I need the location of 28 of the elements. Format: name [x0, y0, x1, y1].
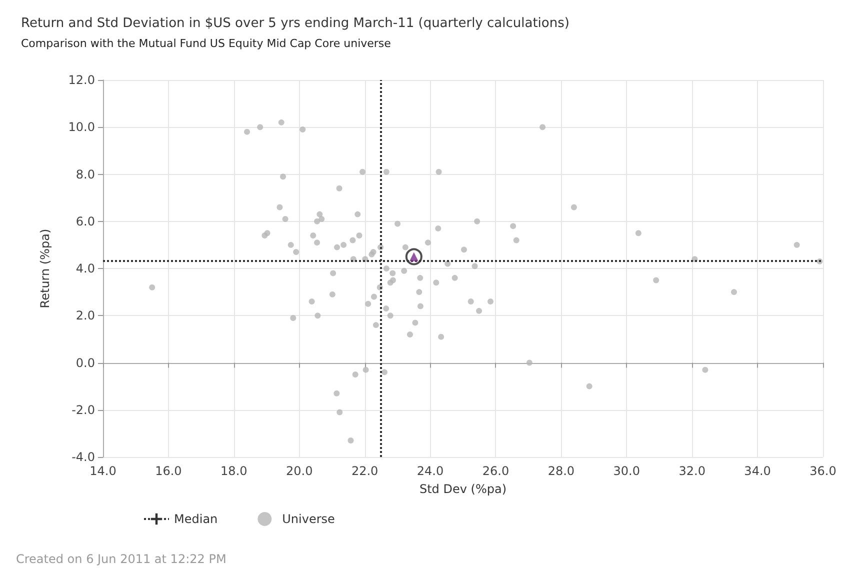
y-tick-label: -2.0: [72, 402, 95, 417]
x-tick-label: 26.0: [482, 464, 510, 478]
y-tick-label: 10.0: [68, 120, 95, 134]
y-tick-label: 6.0: [76, 214, 95, 228]
chart-subtitle: Comparison with the Mutual Fund US Equity Mid Cap Core universe: [21, 37, 392, 50]
x-tick-label: 30.0: [613, 464, 640, 478]
chart-title: Return and Std Deviation in $US over 5 yrs ending March-11 (quarterly calculations): [21, 16, 570, 31]
text: Created on 6 Jun 2011 at 12:22 PM: [16, 552, 226, 566]
y-tick-label: -4.0: [72, 450, 95, 464]
legend-label: Universe: [282, 512, 335, 526]
y-tick-label: 12.0: [68, 73, 95, 87]
x-tick-label: 28.0: [548, 464, 575, 478]
y-axis-title: Return (%pa): [38, 228, 52, 308]
x-tick-label: 22.0: [351, 464, 378, 478]
x-tick-label: 32.0: [678, 464, 706, 478]
x-tick-label: 18.0: [220, 464, 248, 478]
x-tick-label: 34.0: [744, 464, 771, 478]
y-tick-label: 0.0: [76, 356, 95, 370]
y-tick-label: 2.0: [76, 308, 95, 323]
x-tick-label: 14.0: [90, 464, 116, 478]
legend-label: Median: [174, 512, 218, 526]
x-tick-label: 24.0: [416, 464, 444, 478]
y-tick-label: 4.0: [76, 262, 95, 276]
y-tick-label: 8.0: [76, 167, 95, 182]
x-axis-title: Std Dev (%pa): [419, 482, 507, 496]
x-tick-label: 36.0: [810, 464, 836, 478]
x-tick-label: 16.0: [155, 464, 182, 478]
x-tick-label: 20.0: [286, 464, 313, 478]
